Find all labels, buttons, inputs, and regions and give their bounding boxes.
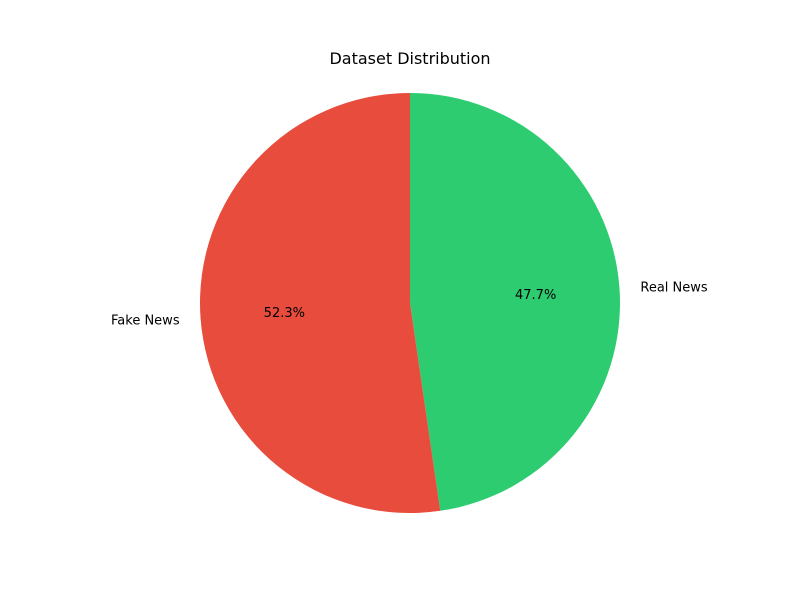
pie-slices [200,93,621,513]
chart-title: Dataset Distribution [329,49,490,68]
slice-pct-real-news: 47.7% [515,288,556,303]
slice-label-real-news: Real News [640,280,708,295]
slice-pct-fake-news: 52.3% [264,306,305,321]
pie-slice-real-news [410,93,621,511]
pie-labels: Real News 47.7% Fake News 52.3% [111,280,708,328]
pie-slice-fake-news [200,93,441,513]
slice-label-fake-news: Fake News [111,314,180,329]
